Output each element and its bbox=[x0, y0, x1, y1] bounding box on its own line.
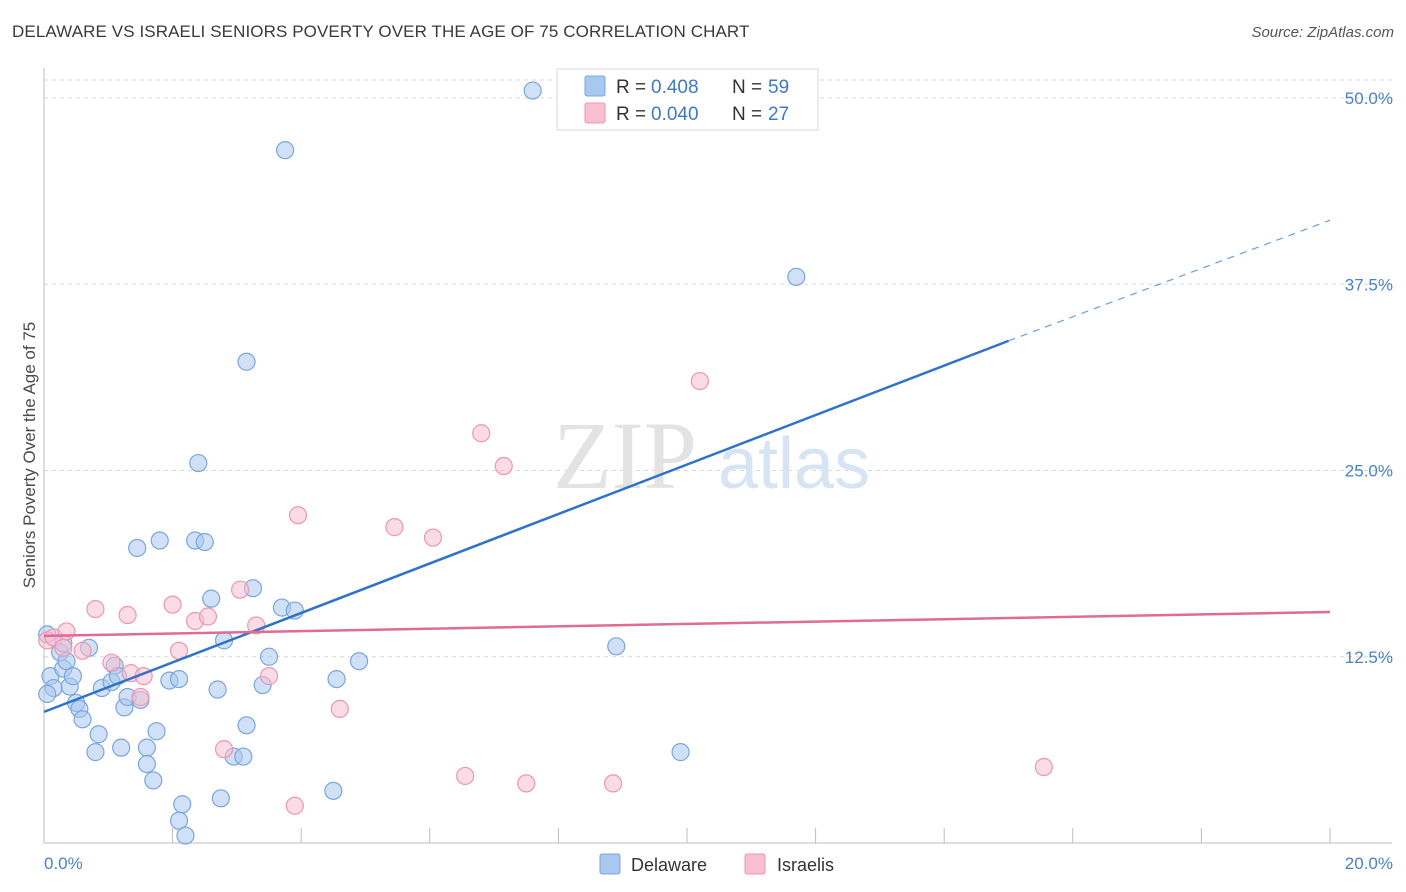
point-delaware-54 bbox=[607, 637, 626, 656]
y-tick-label-37.5: 37.5% bbox=[1345, 275, 1393, 294]
axes-layer: 12.5% 25.0% 37.5% 50.0% 0.0% 20.0% bbox=[43, 68, 1393, 873]
point-israelis-7 bbox=[118, 605, 137, 625]
point-israelis-30 bbox=[1034, 757, 1053, 777]
point-delaware-48 bbox=[276, 141, 295, 160]
legend-bottom-label-delaware: Delaware bbox=[631, 855, 707, 875]
chart-title: DELAWARE VS ISRAELI SENIORS POVERTY OVER… bbox=[12, 22, 750, 41]
legend-swatch-delaware bbox=[584, 75, 606, 97]
point-israelis-16 bbox=[231, 580, 250, 599]
point-delaware-25 bbox=[144, 771, 163, 790]
point-delaware-27 bbox=[150, 531, 169, 550]
y-axis-label: Seniors Poverty Over the Age of 75 bbox=[20, 322, 39, 588]
point-israelis-18 bbox=[259, 667, 279, 686]
point-delaware-51 bbox=[327, 669, 346, 689]
point-delaware-42 bbox=[237, 716, 256, 735]
legend-n-label-israelis: N = bbox=[732, 104, 762, 125]
trend-line-delaware-extension bbox=[1008, 219, 1331, 342]
point-delaware-7 bbox=[63, 667, 83, 686]
point-delaware-23 bbox=[137, 738, 156, 757]
point-delaware-43 bbox=[237, 352, 256, 371]
watermark: ZIP atlas bbox=[553, 402, 870, 509]
point-israelis-3 bbox=[57, 622, 76, 641]
legend-bottom: Delaware Israelis bbox=[599, 853, 834, 875]
legend-top: R = 0.408 N = 59 R = 0.040 N = 27 bbox=[556, 68, 819, 131]
point-israelis-4 bbox=[73, 641, 92, 660]
point-delaware-29 bbox=[169, 669, 189, 689]
points-layer bbox=[38, 81, 1053, 845]
point-israelis-14 bbox=[198, 607, 218, 626]
trend-lines-layer bbox=[43, 219, 1331, 714]
point-delaware-31 bbox=[173, 795, 192, 814]
point-israelis-23 bbox=[423, 528, 443, 547]
trend-line-israelis bbox=[43, 610, 1331, 638]
point-israelis-2 bbox=[54, 638, 73, 657]
point-delaware-46 bbox=[259, 647, 279, 666]
point-delaware-36 bbox=[202, 589, 221, 608]
point-israelis-6 bbox=[102, 653, 121, 672]
point-delaware-21 bbox=[128, 538, 147, 558]
source-label: Source: ZipAtlas.com bbox=[1251, 24, 1394, 41]
y-tick-label-50: 50.0% bbox=[1345, 89, 1393, 108]
point-delaware-38 bbox=[211, 789, 230, 808]
point-israelis-22 bbox=[385, 518, 404, 537]
point-israelis-15 bbox=[214, 740, 234, 759]
point-israelis-28 bbox=[603, 774, 623, 793]
point-delaware-12 bbox=[86, 743, 105, 762]
y-tick-label-25: 25.0% bbox=[1345, 462, 1393, 481]
point-israelis-24 bbox=[456, 766, 475, 786]
point-israelis-9 bbox=[131, 687, 150, 707]
point-israelis-19 bbox=[285, 796, 304, 815]
point-delaware-57 bbox=[38, 684, 57, 704]
legend-n-value-israelis: 27 bbox=[768, 104, 789, 125]
point-israelis-26 bbox=[494, 456, 513, 476]
point-delaware-37 bbox=[208, 680, 227, 699]
point-israelis-25 bbox=[472, 424, 491, 443]
legend-r-label-israelis: R = bbox=[616, 104, 646, 125]
point-delaware-18 bbox=[112, 738, 131, 757]
legend-n-value-delaware: 59 bbox=[768, 77, 789, 98]
point-delaware-24 bbox=[137, 754, 156, 774]
point-israelis-29 bbox=[690, 372, 709, 391]
point-delaware-55 bbox=[671, 743, 690, 762]
legend-bottom-swatch-delaware bbox=[599, 853, 621, 875]
legend-r-label-delaware: R = bbox=[616, 77, 646, 98]
x-tick-label-min: 0.0% bbox=[44, 854, 83, 873]
legend-n-label-delaware: N = bbox=[732, 77, 762, 98]
point-israelis-27 bbox=[517, 774, 536, 793]
legend-r-value-delaware: 0.408 bbox=[651, 77, 699, 98]
point-delaware-35 bbox=[195, 532, 214, 552]
point-delaware-56 bbox=[787, 267, 806, 286]
point-delaware-13 bbox=[89, 725, 108, 744]
point-delaware-52 bbox=[349, 652, 369, 671]
y-tick-label-12.5: 12.5% bbox=[1345, 648, 1393, 667]
point-delaware-41 bbox=[234, 747, 253, 766]
watermark-atlas: atlas bbox=[718, 424, 870, 504]
point-israelis-20 bbox=[288, 506, 308, 525]
legend-bottom-swatch-israelis bbox=[744, 853, 766, 875]
point-israelis-5 bbox=[86, 599, 105, 619]
legend-bottom-label-israelis: Israelis bbox=[777, 855, 834, 875]
watermark-zip: ZIP bbox=[553, 402, 697, 509]
point-delaware-26 bbox=[147, 722, 166, 741]
point-delaware-50 bbox=[324, 781, 343, 800]
point-delaware-34 bbox=[189, 453, 208, 473]
point-israelis-21 bbox=[330, 699, 349, 719]
point-delaware-53 bbox=[523, 81, 542, 100]
x-tick-label-max: 20.0% bbox=[1345, 854, 1393, 873]
trend-line-delaware bbox=[43, 339, 1009, 714]
legend-r-value-israelis: 0.040 bbox=[651, 104, 699, 125]
point-delaware-10 bbox=[73, 710, 92, 729]
legend-swatch-israelis bbox=[584, 102, 606, 124]
point-israelis-11 bbox=[163, 595, 182, 614]
point-delaware-32 bbox=[176, 826, 195, 845]
